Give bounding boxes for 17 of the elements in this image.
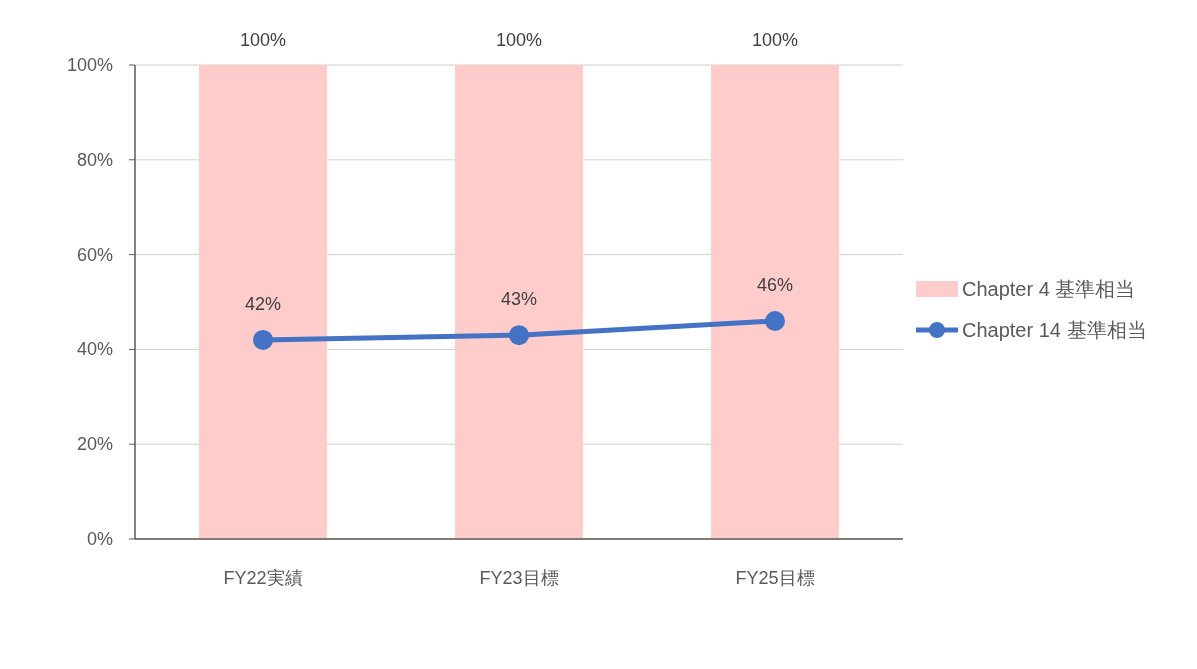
y-tick-label: 40% xyxy=(76,339,113,360)
data-label: 100% xyxy=(751,30,799,50)
x-tick-label: FY23目標 xyxy=(479,568,559,588)
y-tick-label: 60% xyxy=(76,244,113,265)
data-label: 100% xyxy=(495,30,543,50)
x-tick-label: FY25目標 xyxy=(735,568,815,588)
y-tick-label: 20% xyxy=(76,434,113,455)
x-tick-label: FY22実績 xyxy=(223,568,303,588)
data-label: 42% xyxy=(244,293,282,314)
legend-label: Chapter 14 基準相当 xyxy=(962,319,1147,341)
y-tick-label: 0% xyxy=(86,529,113,549)
y-tick-label: 80% xyxy=(76,149,113,170)
data-label: 46% xyxy=(756,274,794,295)
data-label: 43% xyxy=(500,289,538,310)
data-label: 100% xyxy=(239,30,287,50)
y-tick-label: 100% xyxy=(66,55,113,75)
legend-label: Chapter 4 基準相当 xyxy=(962,278,1136,300)
